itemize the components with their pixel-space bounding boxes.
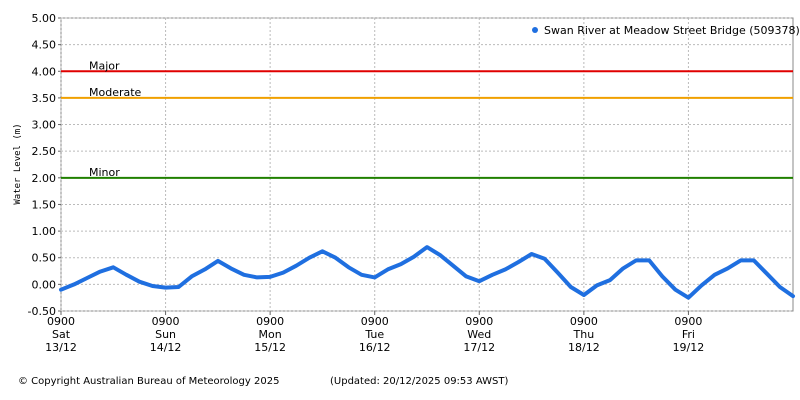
y-tick-label: 2.50 [32,145,57,158]
y-tick-label: 5.00 [32,12,57,25]
x-tick-label: 0900 [361,315,389,328]
y-tick-label: 0.50 [32,252,57,265]
data-line [59,245,795,300]
y-tick-label: 3.50 [32,92,57,105]
legend-marker [532,27,538,33]
y-tick-label: 1.50 [32,198,57,211]
x-tick-label: 18/12 [568,341,600,354]
y-axis-label: Water Level (m) [13,123,23,204]
threshold-label: Moderate [89,86,142,99]
x-tick-label: 0900 [152,315,180,328]
y-tick-label: 3.00 [32,119,57,132]
x-tick-label: 16/12 [359,341,391,354]
y-tick-label: 4.00 [32,65,57,78]
x-tick-label: Tue [364,328,384,341]
footer-updated: (Updated: 20/12/2025 09:53 AWST) [330,376,508,387]
y-tick-label: 2.00 [32,172,57,185]
x-tick-label: Sun [155,328,176,341]
x-tick-label: Thu [573,328,595,341]
threshold-label: Minor [89,166,120,179]
footer-copyright: © Copyright Australian Bureau of Meteoro… [18,376,279,387]
legend-label: Swan River at Meadow Street Bridge (5093… [544,24,800,37]
x-tick-label: 0900 [256,315,284,328]
y-tick-label: 4.50 [32,39,57,52]
x-tick-label: Sat [52,328,71,341]
x-tick-label: 0900 [570,315,598,328]
x-tick-label: 0900 [465,315,493,328]
x-tick-label: Wed [467,328,491,341]
threshold-label: Major [89,59,120,72]
x-tick-label: 0900 [674,315,702,328]
y-tick-label: 0.00 [32,278,57,291]
x-tick-label: 0900 [47,315,75,328]
x-tick-label: 17/12 [463,341,495,354]
y-tick-label: 1.00 [32,225,57,238]
x-tick-label: 14/12 [150,341,182,354]
x-tick-label: Mon [259,328,282,341]
x-tick-label: 15/12 [254,341,286,354]
plot-area [60,17,794,312]
y-tick-label: -0.50 [28,305,56,318]
x-tick-label: 13/12 [45,341,77,354]
x-tick-label: Fri [682,328,695,341]
x-tick-label: 19/12 [673,341,705,354]
